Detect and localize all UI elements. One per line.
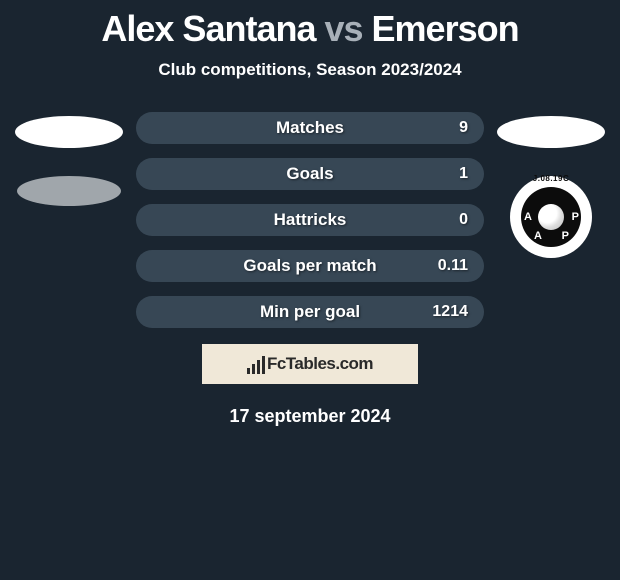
badge-letter: A [534, 230, 542, 242]
player1-ellipse-top [15, 116, 123, 148]
stat-bar-goals: Goals 1 [136, 158, 484, 190]
date-text: 17 september 2024 [0, 406, 620, 427]
badge-letter: P [562, 230, 569, 242]
stat-label: Hattricks [274, 210, 347, 230]
vs-text: vs [315, 8, 371, 49]
badge-letter: A [524, 211, 532, 223]
right-column: J.08.19C A A P P [496, 112, 606, 258]
stat-value-right: 1214 [432, 303, 468, 321]
logo-bars-icon [247, 354, 265, 374]
stat-value-right: 0 [459, 211, 468, 229]
stat-value-right: 0.11 [438, 257, 468, 275]
logo-wrap: FcTables.com [247, 354, 373, 374]
player1-ellipse-bottom [17, 176, 121, 206]
badge-letters: A A P P [521, 187, 581, 247]
subtitle: Club competitions, Season 2023/2024 [0, 60, 620, 80]
stat-label: Matches [276, 118, 344, 138]
fctables-logo: FcTables.com [202, 344, 418, 384]
player2-ellipse-top [497, 116, 605, 148]
left-column [14, 112, 124, 206]
stat-bar-gpm: Goals per match 0.11 [136, 250, 484, 282]
stat-label: Goals per match [243, 256, 376, 276]
comparison-card: Alex Santana vs Emerson Club competition… [0, 0, 620, 427]
stat-bar-matches: Matches 9 [136, 112, 484, 144]
stats-column: Matches 9 Goals 1 Hattricks 0 Goals per … [136, 112, 484, 328]
stat-bar-mpg: Min per goal 1214 [136, 296, 484, 328]
stat-label: Goals [286, 164, 333, 184]
club-badge: J.08.19C A A P P [510, 176, 592, 258]
stat-value-right: 1 [459, 165, 468, 183]
logo-text: FcTables.com [267, 354, 373, 374]
badge-inner: A A P P [521, 187, 581, 247]
page-title: Alex Santana vs Emerson [0, 8, 620, 50]
main-area: Matches 9 Goals 1 Hattricks 0 Goals per … [0, 112, 620, 328]
stat-bar-hattricks: Hattricks 0 [136, 204, 484, 236]
badge-letter: P [572, 211, 579, 223]
player2-name: Emerson [372, 8, 519, 49]
stat-value-right: 9 [459, 119, 468, 137]
player1-name: Alex Santana [101, 8, 315, 49]
badge-top-text: J.08.19C [533, 174, 569, 183]
stat-label: Min per goal [260, 302, 360, 322]
